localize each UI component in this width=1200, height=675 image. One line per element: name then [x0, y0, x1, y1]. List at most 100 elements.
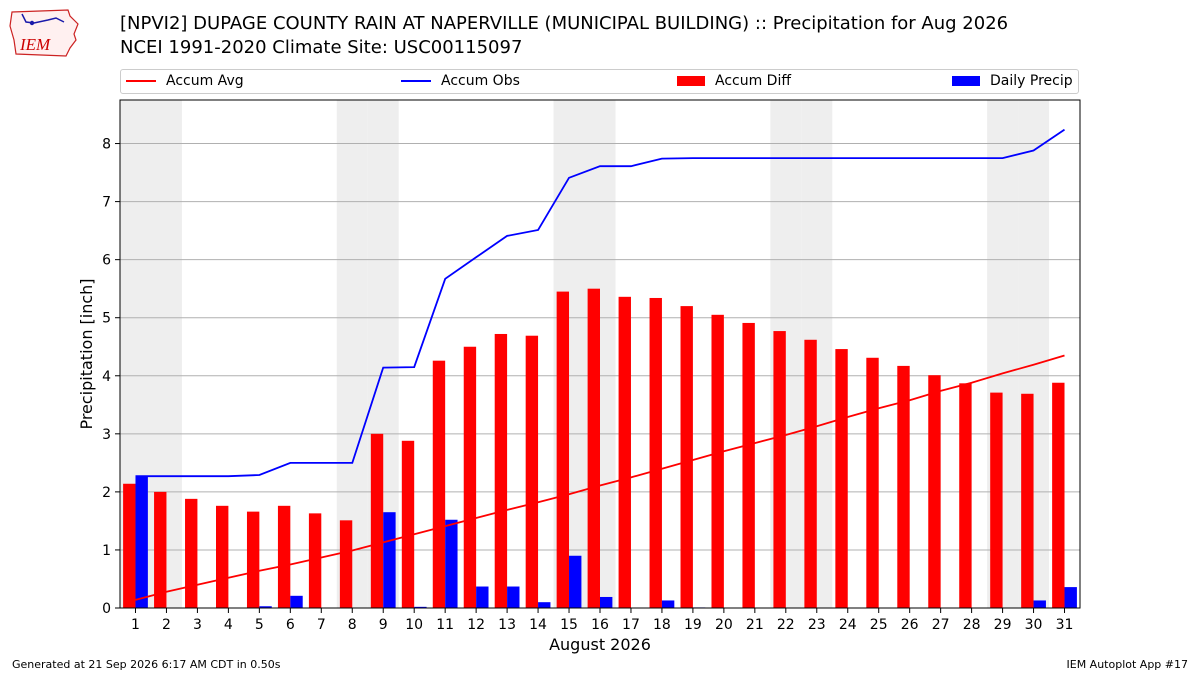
plot-frame — [119, 99, 1081, 609]
bar-accum-diff — [742, 322, 755, 608]
footer-generated: Generated at 21 Sep 2026 6:17 AM CDT in … — [12, 658, 281, 671]
bar-accum-diff — [618, 296, 631, 608]
legend-swatch-accum-diff — [677, 76, 705, 86]
bar-accum-diff — [154, 491, 167, 608]
bar-accum-diff — [123, 483, 136, 608]
y-tick-label: 6 — [102, 253, 111, 269]
bar-accum-diff — [835, 349, 848, 608]
x-tick-label: 11 — [436, 617, 454, 633]
bar-daily-precip — [1064, 587, 1077, 608]
x-tick-label: 6 — [286, 617, 295, 633]
iem-logo: IEM — [9, 9, 79, 57]
y-tick-label: 3 — [102, 427, 111, 443]
bar-daily-precip — [507, 586, 520, 608]
x-tick-label: 16 — [591, 617, 609, 633]
x-tick-label: 1 — [131, 617, 140, 633]
y-tick-label: 2 — [102, 485, 111, 501]
chart-subtitle: NCEI 1991-2020 Climate Site: USC00115097 — [120, 37, 523, 58]
x-tick-label: 28 — [963, 617, 981, 633]
legend-swatch-accum-avg — [126, 80, 156, 82]
legend-label: Daily Precip — [990, 73, 1073, 89]
bar-accum-diff — [339, 520, 353, 608]
bar-accum-diff — [556, 291, 570, 608]
y-tick-label: 0 — [102, 601, 111, 617]
x-tick-label: 30 — [1025, 617, 1043, 633]
bar-accum-diff — [494, 333, 508, 608]
bar-daily-precip — [476, 586, 489, 608]
bar-accum-diff — [185, 498, 198, 608]
bar-accum-diff — [525, 335, 539, 608]
bar-accum-diff — [432, 360, 446, 608]
bar-accum-diff — [866, 357, 879, 608]
x-tick-label: 2 — [162, 617, 171, 633]
bar-accum-diff — [990, 392, 1003, 608]
x-tick-label: 29 — [994, 617, 1012, 633]
x-tick-label: 5 — [255, 617, 264, 633]
x-tick-label: 27 — [932, 617, 950, 633]
x-tick-label: 14 — [529, 617, 547, 633]
line-accum-obs — [135, 128, 1066, 478]
legend-swatch-daily-precip — [952, 76, 980, 86]
bar-accum-diff — [711, 314, 724, 608]
y-tick-label: 1 — [102, 543, 111, 559]
x-tick-label: 25 — [870, 617, 888, 633]
bar-accum-diff — [1052, 382, 1065, 608]
y-tick-label: 5 — [102, 311, 111, 327]
weather-station-icon — [21, 13, 65, 24]
x-tick-label: 17 — [622, 617, 640, 633]
footer-app: IEM Autoplot App #17 — [1066, 658, 1189, 671]
bar-accum-diff — [216, 505, 229, 608]
x-tick-label: 21 — [746, 617, 764, 633]
legend-item-accum-obs: Accum Obs — [401, 73, 520, 89]
x-tick-label: 26 — [901, 617, 919, 633]
bar-daily-precip — [1033, 600, 1046, 608]
legend-item-accum-avg: Accum Avg — [126, 73, 244, 89]
x-tick-label: 3 — [193, 617, 202, 633]
bar-daily-precip — [290, 595, 303, 608]
bar-daily-precip — [538, 602, 551, 608]
x-axis-label: August 2026 — [549, 635, 651, 654]
y-tick-label: 7 — [102, 195, 111, 211]
chart-legend: Accum Avg Accum Obs Accum Diff Daily Pre… — [120, 69, 1079, 94]
x-tick-label: 22 — [777, 617, 795, 633]
bar-accum-diff — [463, 346, 477, 608]
line-accum-avg — [135, 354, 1065, 601]
legend-label: Accum Obs — [441, 73, 520, 89]
x-tick-label: 10 — [405, 617, 423, 633]
bar-daily-precip — [259, 606, 272, 608]
bar-daily-precip — [661, 600, 675, 608]
bar-accum-diff — [246, 511, 260, 608]
bar-accum-diff — [277, 505, 291, 608]
legend-label: Accum Diff — [715, 73, 792, 89]
x-tick-label: 12 — [467, 617, 485, 633]
bar-accum-diff — [587, 288, 600, 608]
bar-accum-diff — [308, 513, 322, 608]
bar-accum-diff — [897, 365, 910, 608]
bar-accum-diff — [959, 383, 972, 608]
x-tick-label: 19 — [684, 617, 702, 633]
y-axis-label: Precipitation [inch] — [77, 278, 96, 429]
bar-daily-precip — [569, 555, 582, 608]
x-tick-label: 20 — [715, 617, 733, 633]
bar-accum-diff — [680, 306, 693, 608]
x-tick-label: 9 — [379, 617, 388, 633]
bar-daily-precip — [383, 512, 396, 608]
x-tick-label: 23 — [808, 617, 826, 633]
logo-text: IEM — [19, 35, 51, 54]
bar-daily-precip — [445, 519, 458, 608]
x-tick-label: 24 — [839, 617, 857, 633]
bar-accum-diff — [401, 440, 415, 608]
bar-daily-precip — [135, 476, 148, 608]
legend-item-daily-precip: Daily Precip — [952, 73, 1073, 89]
x-tick-label: 15 — [560, 617, 578, 633]
bar-accum-diff — [649, 297, 662, 608]
legend-swatch-accum-obs — [401, 80, 431, 82]
x-tick-label: 13 — [498, 617, 516, 633]
x-tick-label: 18 — [653, 617, 671, 633]
bar-accum-diff — [1021, 393, 1034, 608]
x-tick-label: 8 — [348, 617, 357, 633]
legend-item-accum-diff: Accum Diff — [677, 73, 791, 89]
bar-accum-diff — [804, 339, 817, 608]
bar-accum-diff — [370, 433, 384, 608]
legend-label: Accum Avg — [166, 73, 244, 89]
